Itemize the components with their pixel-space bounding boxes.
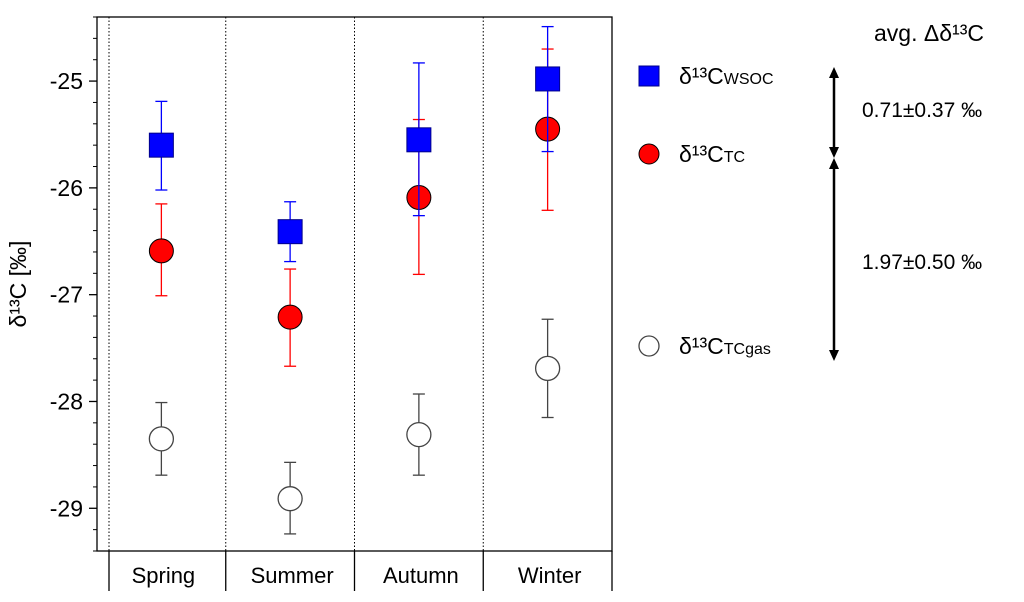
- data-marks: [148, 25, 561, 535]
- y-tick-label: -25: [50, 68, 83, 94]
- wsoc-point: [406, 127, 432, 153]
- tc-point: [148, 238, 174, 264]
- legend-label: δ¹³CTCgas: [679, 333, 771, 359]
- wsoc-point: [535, 66, 561, 92]
- legend-label: δ¹³CTC: [679, 141, 745, 167]
- legend-label-sub: TCgas: [724, 341, 771, 358]
- legend-label-main: δ¹³C: [679, 141, 724, 167]
- y-tick-label: -29: [50, 495, 83, 521]
- legend-label-main: δ¹³C: [679, 63, 724, 89]
- y-axis: -25 -26 -27 -28 -29 δ¹³C [‰]: [5, 16, 97, 552]
- tcgas-point: [534, 355, 561, 382]
- y-tick-label: -28: [50, 388, 83, 414]
- annotation-wsoc-tc: 0.71±0.37 ‰: [862, 99, 982, 122]
- wsoc-tc-arrow-head-down: [829, 147, 839, 158]
- y-tick-label: -27: [50, 282, 83, 308]
- wsoc-tc-arrow-head-up: [829, 67, 839, 78]
- x-tick-label: Spring: [132, 563, 196, 588]
- legend-wsoc-marker: [638, 65, 660, 87]
- annotation-tc-tcgas: 1.97±0.50 ‰: [862, 251, 982, 274]
- legend-label-sub: TC: [724, 149, 745, 166]
- legend-tc-marker: [638, 143, 660, 165]
- y-axis-label: δ¹³C [‰]: [5, 241, 31, 328]
- wsoc-point: [277, 219, 303, 245]
- wsoc-point: [148, 132, 174, 158]
- x-tick-label: Winter: [518, 563, 582, 588]
- legend-label-sub: WSOC: [724, 71, 774, 88]
- legend-tcgas-marker: [638, 335, 660, 357]
- tcgas-point: [148, 426, 175, 452]
- delta-annotations: avg. Δδ¹³C 0.71±0.37 ‰ 1.97±0.50 ‰: [829, 20, 984, 361]
- x-tick-label: Summer: [251, 563, 334, 588]
- x-tick-label: Autumn: [383, 563, 459, 588]
- category-separators: [108, 17, 484, 551]
- tcgas-point: [277, 486, 303, 512]
- tcgas-point: [406, 421, 432, 448]
- annotation-title: avg. Δδ¹³C: [874, 20, 984, 46]
- legend-label: δ¹³CWSOC: [679, 63, 774, 89]
- tc-point: [277, 304, 303, 330]
- legend-label-main: δ¹³C: [679, 333, 724, 359]
- x-axis: Spring Summer Autumn Winter: [108, 551, 613, 591]
- tc-tcgas-arrow-head-up: [829, 158, 839, 169]
- y-tick-label: -26: [50, 175, 83, 201]
- tc-tcgas-arrow-head-down: [829, 350, 839, 361]
